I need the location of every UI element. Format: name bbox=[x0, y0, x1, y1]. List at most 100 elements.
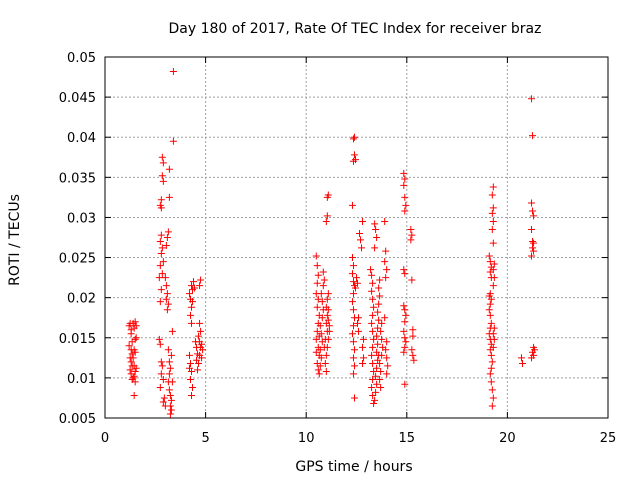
data-point bbox=[377, 327, 385, 335]
data-point bbox=[318, 314, 326, 322]
data-point bbox=[374, 324, 382, 332]
data-point bbox=[408, 231, 416, 239]
data-point bbox=[187, 375, 195, 383]
data-point bbox=[313, 327, 321, 335]
data-point bbox=[187, 311, 195, 319]
data-point bbox=[368, 319, 376, 327]
data-point bbox=[313, 262, 321, 270]
data-point bbox=[489, 204, 497, 212]
data-point bbox=[375, 316, 383, 324]
data-point bbox=[360, 335, 368, 343]
data-point bbox=[157, 250, 165, 258]
data-point bbox=[319, 268, 327, 276]
x-tick-label: 10 bbox=[298, 431, 315, 446]
data-point bbox=[132, 364, 140, 372]
data-point bbox=[401, 334, 409, 342]
data-point bbox=[160, 394, 168, 402]
data-point bbox=[351, 284, 359, 292]
data-point bbox=[400, 327, 408, 335]
data-point bbox=[195, 332, 203, 340]
data-point bbox=[383, 266, 391, 274]
data-point bbox=[349, 135, 357, 143]
data-point bbox=[125, 342, 133, 350]
y-tick-label: 0.04 bbox=[67, 131, 96, 146]
data-point bbox=[163, 290, 171, 298]
data-point bbox=[378, 351, 386, 359]
data-point bbox=[165, 370, 173, 378]
data-point bbox=[157, 370, 165, 378]
data-point bbox=[402, 311, 410, 319]
data-point bbox=[350, 133, 358, 141]
data-point bbox=[528, 252, 536, 260]
x-tick-label: 5 bbox=[201, 431, 209, 446]
data-point bbox=[371, 396, 379, 404]
data-point bbox=[155, 274, 163, 282]
data-point bbox=[528, 354, 536, 362]
data-point bbox=[321, 359, 329, 367]
data-point bbox=[129, 374, 137, 382]
data-point bbox=[350, 151, 358, 159]
x-axis-label: GPS time / hours bbox=[295, 459, 412, 475]
data-point bbox=[530, 247, 538, 255]
data-point bbox=[490, 260, 498, 268]
data-point bbox=[348, 330, 356, 338]
data-point bbox=[373, 380, 381, 388]
data-point bbox=[316, 346, 324, 354]
data-point bbox=[198, 354, 206, 362]
data-point bbox=[167, 351, 175, 359]
y-tick-label: 0.02 bbox=[67, 292, 96, 307]
data-point bbox=[159, 398, 167, 406]
data-point bbox=[369, 343, 377, 351]
data-point bbox=[376, 276, 384, 284]
data-point bbox=[191, 284, 199, 292]
data-point bbox=[369, 327, 377, 335]
data-point bbox=[375, 300, 383, 308]
data-point bbox=[370, 335, 378, 343]
data-point bbox=[530, 212, 538, 220]
data-point bbox=[368, 351, 376, 359]
data-point bbox=[313, 279, 321, 287]
data-point bbox=[348, 254, 356, 262]
data-point bbox=[318, 298, 326, 306]
data-point bbox=[369, 359, 377, 367]
data-point bbox=[130, 372, 138, 380]
y-tick-label: 0.05 bbox=[67, 51, 96, 66]
data-point bbox=[349, 354, 357, 362]
data-point bbox=[157, 196, 165, 204]
data-point bbox=[324, 335, 332, 343]
data-point bbox=[350, 362, 358, 370]
data-point bbox=[196, 319, 204, 327]
data-point bbox=[407, 225, 415, 233]
data-point bbox=[323, 311, 331, 319]
data-point bbox=[488, 225, 496, 233]
data-point bbox=[196, 282, 204, 290]
data-point bbox=[349, 306, 357, 314]
data-point bbox=[322, 351, 330, 359]
data-point bbox=[127, 358, 135, 366]
y-axis-label: ROTI / TECUs bbox=[7, 194, 23, 286]
data-point bbox=[485, 292, 493, 300]
data-point bbox=[317, 354, 325, 362]
data-point bbox=[529, 244, 537, 252]
data-point bbox=[129, 354, 137, 362]
data-point bbox=[188, 392, 196, 400]
data-point bbox=[488, 209, 496, 217]
data-point bbox=[157, 358, 165, 366]
data-point bbox=[166, 392, 174, 400]
data-point bbox=[197, 276, 205, 284]
y-tick-label: 0.005 bbox=[59, 412, 96, 427]
data-point bbox=[486, 311, 494, 319]
data-point bbox=[489, 266, 497, 274]
data-point bbox=[489, 343, 497, 351]
data-point bbox=[374, 340, 382, 348]
data-point bbox=[350, 394, 358, 402]
data-point bbox=[349, 278, 357, 286]
y-tick-label: 0.025 bbox=[59, 252, 96, 267]
data-point bbox=[354, 279, 362, 287]
data-point bbox=[155, 335, 163, 343]
data-point bbox=[382, 247, 390, 255]
data-point bbox=[487, 351, 495, 359]
data-point bbox=[323, 295, 331, 303]
data-point bbox=[489, 394, 497, 402]
data-point bbox=[316, 322, 324, 330]
